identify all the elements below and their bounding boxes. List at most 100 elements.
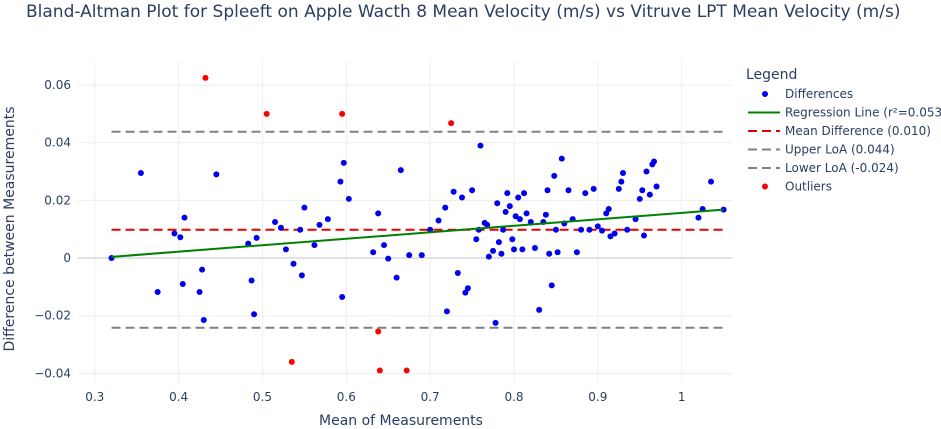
difference-point: [196, 289, 203, 296]
x-tick-label: 0.8: [504, 390, 523, 404]
difference-point: [179, 280, 186, 287]
difference-point: [515, 194, 522, 201]
y-tick-label: −0.04: [34, 366, 71, 380]
legend-item-differences: Differences: [762, 87, 853, 101]
difference-point: [477, 142, 484, 149]
difference-point: [370, 249, 377, 256]
legend-label: Lower LoA (-0.024): [785, 161, 899, 175]
difference-point: [523, 210, 530, 217]
difference-point: [582, 190, 589, 197]
difference-point: [454, 270, 461, 277]
difference-point: [171, 230, 178, 237]
difference-point: [502, 208, 509, 215]
difference-point: [651, 158, 658, 165]
legend-item-outliers: Outliers: [762, 180, 832, 194]
legend: Legend Differences Regression Line (r²=0.…: [746, 67, 941, 194]
difference-point: [565, 187, 572, 194]
difference-point: [337, 178, 344, 185]
difference-point: [442, 204, 449, 211]
difference-point: [548, 282, 555, 289]
difference-point: [393, 274, 400, 281]
outlier-point: [375, 328, 382, 335]
legend-item-mean-difference: Mean Difference (0.010): [748, 124, 931, 138]
difference-point: [213, 171, 220, 178]
difference-point: [586, 226, 593, 233]
x-axis-ticks: 0.3 0.4 0.5 0.6 0.7 0.8 0.9 1: [85, 390, 685, 404]
difference-point: [435, 217, 442, 224]
difference-point: [521, 190, 528, 197]
difference-point: [473, 236, 480, 243]
difference-point: [375, 210, 382, 217]
difference-point: [544, 187, 551, 194]
difference-point: [137, 169, 144, 176]
difference-point: [272, 219, 279, 225]
x-tick-label: 0.6: [337, 390, 356, 404]
y-tick-label: 0.02: [44, 193, 71, 207]
difference-point: [599, 227, 606, 234]
difference-point: [339, 293, 346, 300]
difference-point: [200, 317, 207, 324]
legend-item-regression: Regression Line (r²=0.053): [748, 106, 941, 120]
difference-point: [632, 216, 639, 223]
legend-marker: [762, 91, 768, 97]
x-tick-label: 0.5: [253, 390, 272, 404]
x-axis-title: Mean of Measurements: [319, 413, 483, 429]
difference-point: [311, 242, 318, 249]
legend-item-upper-loa: Upper LoA (0.044): [748, 143, 895, 157]
difference-point: [492, 319, 499, 326]
difference-point: [542, 211, 549, 218]
difference-point: [253, 234, 260, 241]
difference-point: [605, 206, 612, 213]
x-tick-label: 1: [678, 390, 686, 404]
legend-title: Legend: [746, 67, 797, 83]
difference-point: [620, 169, 626, 176]
y-tick-label: 0.04: [44, 136, 71, 150]
outlier-point: [448, 120, 455, 127]
difference-point: [385, 255, 392, 262]
difference-point: [397, 167, 404, 174]
difference-point: [615, 185, 622, 192]
difference-point: [485, 253, 492, 260]
difference-point: [509, 236, 516, 243]
difference-point: [695, 214, 702, 221]
difference-point: [298, 272, 305, 279]
y-tick-label: 0: [63, 251, 71, 265]
difference-point: [578, 226, 585, 233]
chart-title: Bland-Altman Plot for Spleeft on Apple W…: [26, 2, 900, 22]
legend-label: Outliers: [785, 180, 832, 194]
x-tick-label: 0.4: [169, 390, 188, 404]
difference-point: [500, 226, 507, 233]
legend-label: Mean Difference (0.010): [785, 124, 931, 138]
difference-point: [504, 190, 511, 197]
x-tick-label: 0.9: [588, 390, 607, 404]
difference-point: [646, 191, 653, 198]
difference-point: [490, 247, 497, 254]
difference-point: [552, 226, 559, 233]
difference-point: [418, 252, 425, 259]
difference-point: [573, 249, 580, 256]
regression-line: [111, 208, 724, 258]
x-tick-label: 0.3: [85, 390, 104, 404]
difference-point: [459, 194, 466, 201]
outlier-point: [202, 74, 209, 81]
outlier-point: [376, 367, 383, 374]
difference-point: [653, 183, 660, 190]
difference-point: [708, 178, 715, 185]
difference-point: [640, 232, 647, 239]
outlier-point: [288, 358, 295, 365]
y-tick-label: −0.02: [34, 309, 71, 323]
difference-point: [494, 200, 501, 207]
y-tick-label: 0.06: [44, 78, 71, 92]
legend-label: Upper LoA (0.044): [785, 143, 895, 157]
outlier-point: [263, 110, 270, 117]
difference-point: [245, 240, 252, 247]
difference-point: [636, 195, 643, 202]
difference-point: [611, 230, 618, 237]
difference-point: [618, 178, 625, 185]
gridlines: [78, 62, 732, 382]
difference-point: [199, 266, 206, 273]
difference-point: [251, 311, 258, 318]
difference-point: [506, 203, 513, 210]
difference-point: [607, 233, 614, 240]
outlier-point: [339, 110, 346, 117]
